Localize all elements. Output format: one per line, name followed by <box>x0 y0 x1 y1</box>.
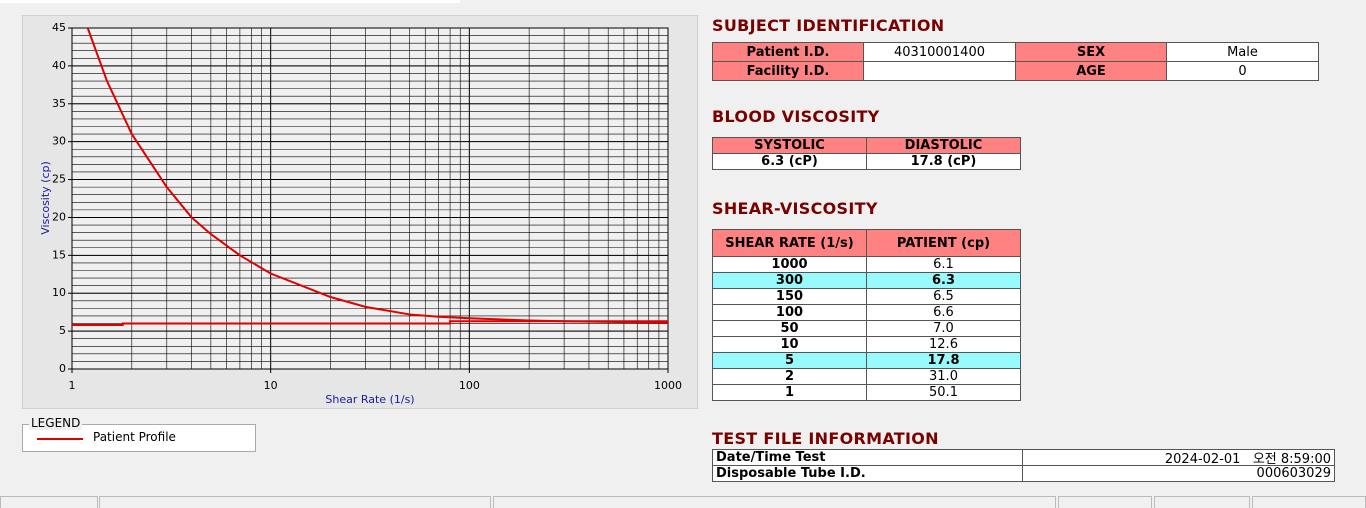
x-tick-label: 10 <box>264 379 278 392</box>
table-cell: AGE <box>1015 61 1167 81</box>
status-panel <box>1058 496 1152 508</box>
y-axis-label: Viscosity (cp) <box>39 161 52 235</box>
x-tick-label: 1000 <box>654 379 682 392</box>
y-tick-label: 25 <box>52 173 66 186</box>
legend: LEGEND Patient Profile <box>22 416 256 452</box>
table-cell: 40310001400 <box>863 42 1016 62</box>
section-title: TEST FILE INFORMATION <box>712 429 939 448</box>
table-cell: 2024-02-01 오전 8:59:00 <box>1022 449 1335 466</box>
table-cell: 17.8 <box>866 352 1021 369</box>
data-line <box>72 320 668 327</box>
table-cell: SEX <box>1015 42 1167 62</box>
table-cell: 2 <box>712 368 867 385</box>
status-panel <box>0 496 98 508</box>
table-cell: 1 <box>712 384 867 401</box>
table-cell: 6.6 <box>866 304 1021 321</box>
top-bar <box>0 0 460 3</box>
table-cell: Male <box>1166 42 1319 62</box>
y-tick-label: 30 <box>52 135 66 148</box>
plot-border <box>71 27 669 370</box>
y-tick-label: 35 <box>52 97 66 110</box>
table-cell: 17.8 (cP) <box>866 153 1021 170</box>
x-axis-label: Shear Rate (1/s) <box>325 393 414 406</box>
table-cell <box>863 61 1016 81</box>
table-cell: 12.6 <box>866 336 1021 353</box>
table-cell: Patient I.D. <box>712 42 864 62</box>
plot-area <box>72 28 668 369</box>
chart: 0 5 10 15 20 25 30 35 40 45 1 10 100 1000 Shear Rate (… <box>22 15 698 409</box>
legend-label: Patient Profile <box>93 430 176 444</box>
table-cell: 31.0 <box>866 368 1021 385</box>
table-cell: 150 <box>712 288 867 305</box>
table-cell: 6.3 <box>866 272 1021 289</box>
table-cell: SHEAR RATE (1/s) <box>712 229 867 257</box>
status-panel <box>493 496 1056 508</box>
data-line <box>86 28 668 324</box>
y-tick-label: 0 <box>59 362 66 375</box>
status-panel <box>1252 496 1366 508</box>
table-cell: Date/Time Test <box>712 449 1023 466</box>
y-tick-label: 10 <box>52 286 66 299</box>
y-tick-label: 45 <box>52 21 66 34</box>
x-tick-label: 1 <box>69 379 76 392</box>
legend-title: LEGEND <box>29 416 83 430</box>
table-cell: Facility I.D. <box>712 61 864 81</box>
table-cell: 50 <box>712 320 867 337</box>
table-cell: PATIENT (cp) <box>866 229 1021 257</box>
table-cell: Disposable Tube I.D. <box>712 465 1023 482</box>
status-panel <box>1154 496 1250 508</box>
table-cell: 100 <box>712 304 867 321</box>
table-cell: 10 <box>712 336 867 353</box>
table-cell: 6.1 <box>866 256 1021 273</box>
y-tick-label: 15 <box>52 248 66 261</box>
table-cell: SYSTOLIC <box>712 137 867 154</box>
status-panel <box>99 496 491 508</box>
x-tick-label: 100 <box>459 379 480 392</box>
y-tick-label: 5 <box>59 324 66 337</box>
section-title: SHEAR-VISCOSITY <box>712 199 878 218</box>
table-cell: 6.5 <box>866 288 1021 305</box>
table-cell: 50.1 <box>866 384 1021 401</box>
table-cell: 6.3 (cP) <box>712 153 867 170</box>
table-cell: 000603029 <box>1022 465 1335 482</box>
y-tick-label: 20 <box>52 210 66 223</box>
table-cell: 5 <box>712 352 867 369</box>
table-cell: 1000 <box>712 256 867 273</box>
section-title: BLOOD VISCOSITY <box>712 107 880 126</box>
legend-swatch <box>37 438 83 440</box>
table-cell: 0 <box>1166 61 1319 81</box>
table-cell: 300 <box>712 272 867 289</box>
section-title: SUBJECT IDENTIFICATION <box>712 16 945 35</box>
y-tick-label: 40 <box>52 59 66 72</box>
table-cell: DIASTOLIC <box>866 137 1021 154</box>
table-cell: 7.0 <box>866 320 1021 337</box>
